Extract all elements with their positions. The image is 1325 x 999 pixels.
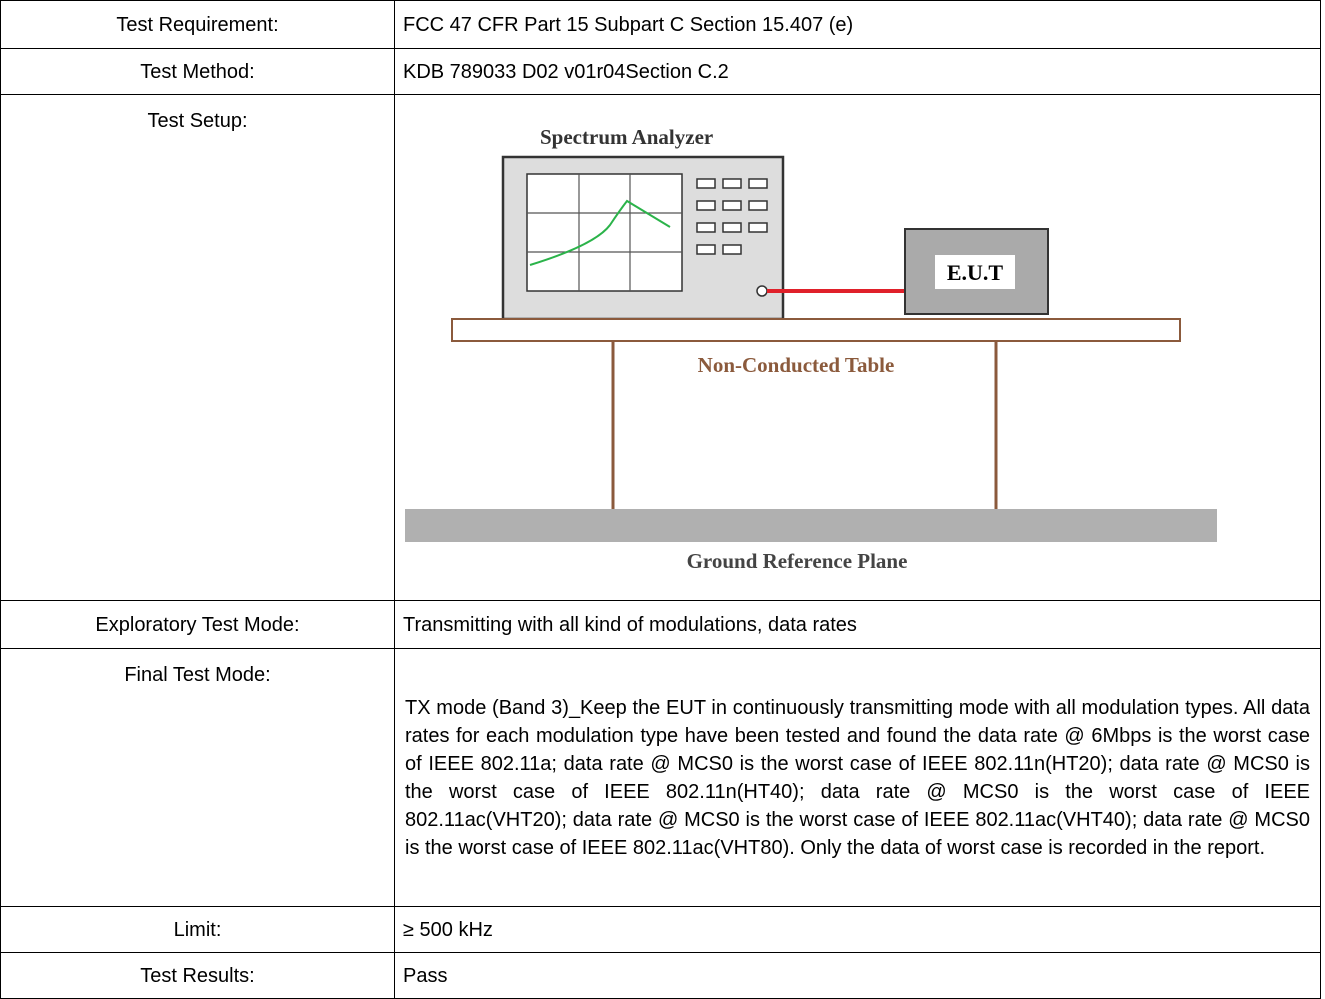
trace [529,199,671,266]
ground-plane [405,509,1217,542]
eut-tag [935,255,1015,289]
row: Test Setup: Spectrum Analyzer E.U.T Non-… [0,94,1321,601]
eut-label: E.U.T [947,260,1004,285]
diagram-cell: Spectrum Analyzer E.U.T Non-Conducted Ta… [394,94,1321,601]
table-label: Non-Conducted Table [698,353,895,377]
row: Exploratory Test Mode: Transmitting with … [0,600,1321,649]
label: Test Method: [0,48,395,95]
row: Test Method: KDB 789033 D02 v01r04Section… [0,48,1321,95]
row: Final Test Mode: TX mode (Band 3)_Keep th… [0,648,1321,907]
label: Exploratory Test Mode: [0,600,395,649]
value: Pass [394,952,1321,999]
value: KDB 789033 D02 v01r04Section C.2 [394,48,1321,95]
value: Transmitting with all kind of modulation… [394,600,1321,649]
table-legs [611,341,998,509]
value: TX mode (Band 3)_Keep the EUT in continu… [394,648,1321,907]
ground-label: Ground Reference Plane [687,549,908,573]
screen-grid [527,174,682,291]
setup-diagram: Spectrum Analyzer E.U.T Non-Conducted Ta… [405,125,1217,573]
label: Final Test Mode: [0,648,395,907]
label: Test Requirement: [0,0,395,49]
value: ≥ 500 kHz [394,906,1321,953]
value: FCC 47 CFR Part 15 Subpart C Section 15.… [394,0,1321,49]
label: Test Setup: [0,94,395,601]
row: Test Results: Pass [0,952,1321,999]
analyzer-label: Spectrum Analyzer [540,125,713,149]
row: Limit: ≥ 500 kHz [0,906,1321,953]
label: Limit: [0,906,395,953]
label: Test Results: [0,952,395,999]
screen [526,173,683,292]
buttons [696,178,768,297]
row: Test Requirement: FCC 47 CFR Part 15 Subp… [0,0,1321,49]
table-top [451,318,1181,342]
